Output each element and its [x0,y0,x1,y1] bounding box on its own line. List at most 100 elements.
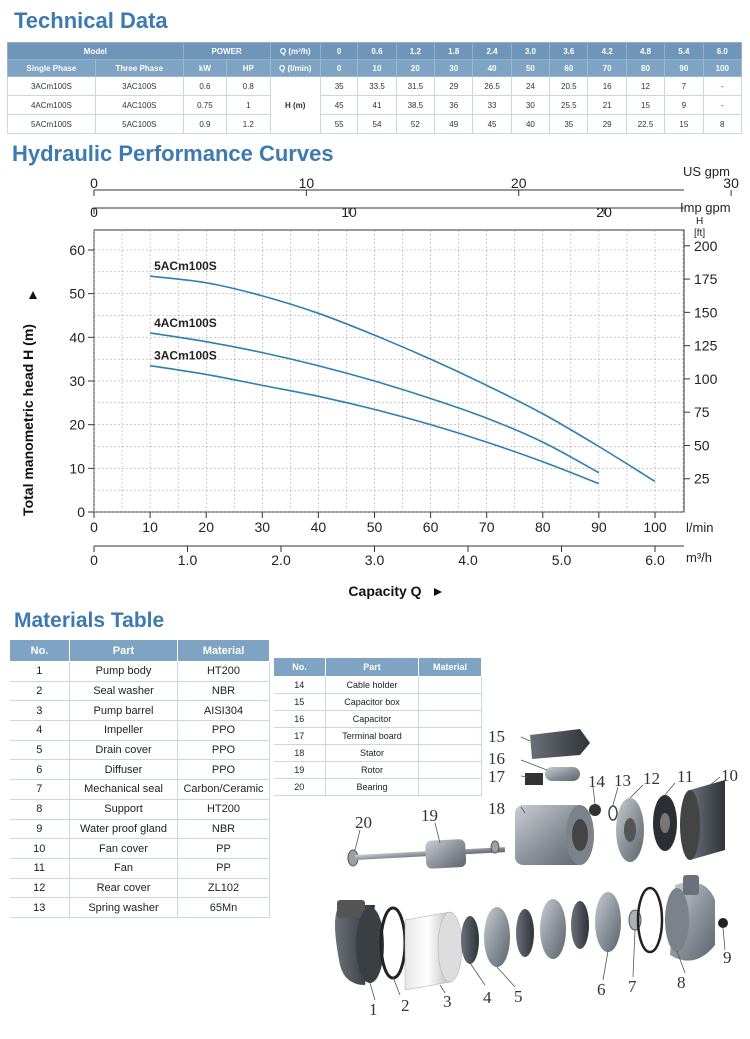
material-no-cell: 1 [9,661,70,682]
seal-washer-part [636,886,664,954]
material-material-cell [418,727,482,745]
pump-barrel-part [404,911,463,991]
m3h-unit-label: m³/h [686,550,712,565]
q-m3h-cell: 1.8 [434,42,474,60]
ft-tick-label: 175 [694,271,718,287]
material-no-cell: 15 [273,693,326,711]
three-phase-model: 5AC100S [94,114,184,134]
ft-axis-unit: [ft] [694,228,705,239]
q-m3h-cell: 4.2 [587,42,627,60]
material-material-cell [418,676,482,694]
material-no-cell: 19 [273,761,326,779]
power-kw: 0.6 [182,76,228,96]
x-tick-label: 20 [198,519,214,535]
material-part-cell: Stator [325,744,419,762]
m3h-tick-label: 3.0 [365,552,385,568]
material-no-cell: 9 [9,819,70,840]
usgpm-tick-label: 30 [723,175,739,191]
material-no-cell: 20 [273,778,326,796]
q-m3h-cell: 0.6 [357,42,397,60]
part-callout-label: 5 [514,987,523,1006]
capacitor-part [545,767,580,781]
rotor-part [355,839,506,869]
q-lmin-cell: 50 [510,59,551,77]
x-tick-label: 100 [643,519,667,535]
m3h-tick-label: 6.0 [645,552,665,568]
q-m3h-cell: 1.2 [395,42,436,60]
x-unit-label: l/min [686,520,713,535]
material-no-cell: 18 [273,744,326,762]
table-row: 9 Water proof gland NBR [9,819,270,840]
head-cell: 33.5 [357,76,397,96]
performance-chart: 0102030405060255075100125150175200H[ft]0… [20,164,739,599]
head-cell: 16 [587,76,627,96]
technical-data-table: Model POWER Q (m³/h) 0 0.6 1.2 1.8 2.4 3… [7,42,743,134]
pump-body-part [335,900,384,985]
head-cell: 38.5 [395,95,436,115]
head-cell: 26.5 [472,76,512,96]
head-cell: 33 [472,95,512,115]
material-no-cell: 13 [9,897,70,918]
power-header: POWER [182,42,271,60]
y-axis-title: Total manometric head H (m) [20,324,36,516]
part-callout-label: 4 [483,988,492,1007]
part-callout-label: 10 [721,766,738,785]
table-row: 7 Mechanical seal Carbon/Ceramic [9,779,270,800]
material-no-cell: 3 [9,700,70,722]
material-header: Material [418,657,482,677]
m3h-tick-label: 5.0 [552,552,572,568]
q-lmin-cell: 100 [702,59,743,77]
drain-cover-part [484,907,510,967]
power-kw: 0.75 [182,95,228,115]
part-callout-label: 17 [488,767,506,786]
head-cell: 40 [510,114,551,134]
table-row: 16 Capacitor [273,710,482,728]
head-cell: - [702,76,743,96]
material-part-cell: Spring washer [69,897,178,918]
head-cell: 8 [702,114,743,134]
material-part-cell: Rear cover [69,878,178,899]
x-tick-label: 50 [367,519,383,535]
terminal-board-part [525,773,543,785]
q-lmin-cell: 90 [664,59,704,77]
stator-part [515,805,594,865]
head-cell: 9 [664,95,704,115]
materials-title: Materials Table [14,609,165,632]
q-lmin-cell: 10 [357,59,397,77]
x-tick-label: 0 [90,519,98,535]
head-cell: 54 [357,114,397,134]
no-header: No. [273,657,326,677]
head-cell: 36 [434,95,474,115]
seal-washer-part [379,906,407,980]
material-material-cell: PPO [177,740,270,761]
head-cell: - [702,95,743,115]
material-part-cell: Fan cover [69,838,178,859]
power-hp: 0.8 [226,76,271,96]
fan-part [653,795,677,851]
material-no-cell: 8 [9,799,70,820]
material-material-cell [418,710,482,728]
part-callout-label: 2 [401,996,410,1015]
q-lmin-cell: 30 [434,59,474,77]
head-cell: 52 [395,114,436,134]
material-material-cell: PPO [177,759,270,781]
usgpm-tick-label: 10 [299,175,315,191]
series-line [149,364,600,485]
material-part-cell: Water proof gland [69,819,178,840]
materials-table-right: No. Part Material 14 Cable holder 15 Capaci… [273,657,482,796]
table-row: 17 Terminal board [273,727,482,745]
q-m3h-header: Q (m³/h) [269,42,321,60]
material-part-cell: Mechanical seal [69,779,178,800]
no-header: No. [9,639,70,662]
part-callout-label: 20 [355,813,372,832]
ft-axis-title: H [696,216,703,227]
table-row: 3 Pump barrel AISI304 [9,700,270,722]
q-lmin-cell: 40 [472,59,512,77]
material-no-cell: 11 [9,858,70,879]
material-no-cell: 10 [9,838,70,859]
series-label: 3ACm100S [154,349,217,363]
impgpm-tick-label: 20 [596,204,612,220]
y-tick-label: 40 [69,329,85,345]
model-header: Model [7,42,184,60]
power-kw: 0.9 [182,114,228,134]
